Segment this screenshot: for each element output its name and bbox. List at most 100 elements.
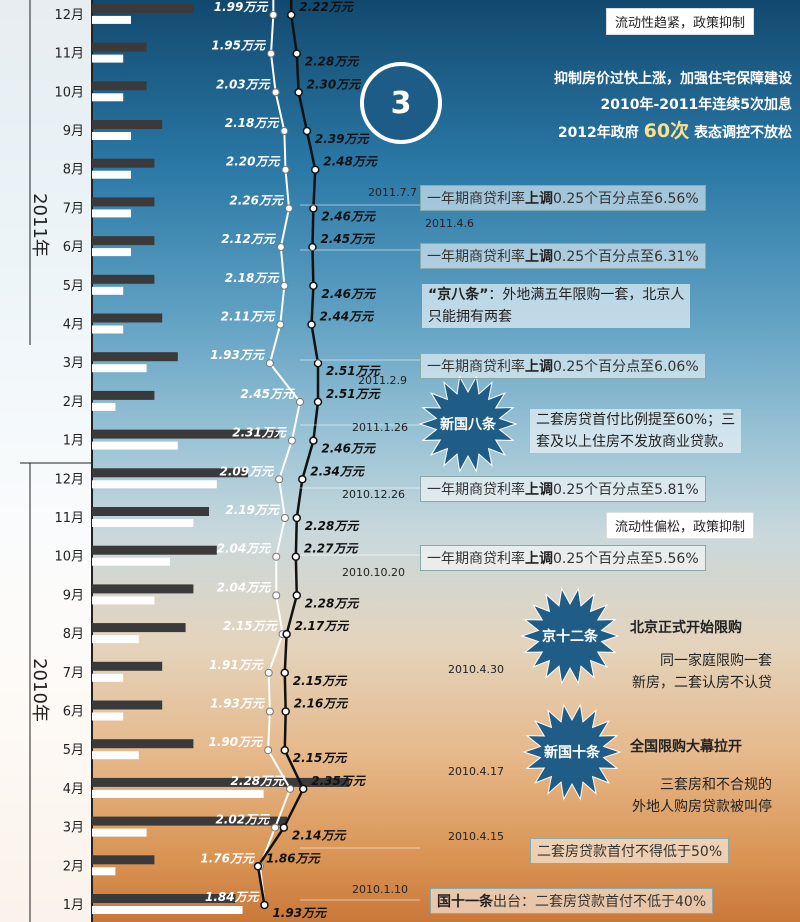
bar-dark: [92, 777, 350, 787]
bar-dark: [92, 236, 155, 246]
data-label-light: 2.20万元: [226, 155, 282, 169]
point-light: [269, 10, 278, 19]
data-label-light: 1.95万元: [211, 39, 267, 53]
data-label-light: 2.26万元: [229, 193, 285, 207]
bar-light: [92, 441, 178, 450]
event-text: 一年期商贷利率: [427, 482, 525, 498]
event-date: 2010.12.26: [342, 488, 405, 501]
event-text: 一年期商贷利率: [427, 359, 525, 375]
bar-dark: [92, 274, 155, 284]
note-xin10-line: 三套房和不合规的: [660, 777, 772, 793]
point-dark: [286, 10, 296, 20]
bar-light: [92, 170, 131, 179]
event-date: 2010.10.20: [342, 566, 405, 579]
note-xin8-line: 套及以上住房不发放商业贷款。: [536, 434, 732, 450]
event-text: 0.25个百分点至5.81%: [553, 482, 699, 498]
headline-block: 抑制房价过快上涨，加强住宅保障建设 2010年-2011年连续5次加息 2012…: [452, 66, 792, 146]
data-label-light: 2.03万元: [216, 77, 272, 91]
month-tick-label: 8月: [63, 627, 84, 642]
point-light: [276, 320, 285, 329]
data-label-light: 2.15万元: [223, 619, 279, 633]
month-tick-label: 4月: [63, 782, 84, 797]
point-dark: [309, 436, 318, 445]
bar-dark: [92, 816, 287, 826]
point-light: [286, 784, 295, 793]
data-label-dark: 2.15万元: [293, 674, 349, 688]
note-xin8-line: 二套房贷首付比例提至60%；三: [536, 412, 736, 428]
event-date: 2011.4.6: [425, 217, 474, 230]
data-label-light: 1.99万元: [214, 0, 270, 14]
point-dark: [298, 784, 308, 794]
data-label-light: 2.18万元: [225, 116, 281, 130]
note-jing12: 同一家庭限购一套 新房，二套认房不认贷: [540, 650, 772, 694]
event-text-bold: 上调: [525, 249, 553, 265]
data-label-light: 2.04万元: [217, 580, 273, 594]
event-text: 出台：二套房贷款首付不低于40%: [493, 894, 707, 910]
burst-xin8-label: 新国八条: [440, 416, 497, 433]
point-light: [275, 475, 284, 484]
event-text: 一年期商贷利率: [427, 551, 525, 567]
data-label-dark: 2.16万元: [294, 697, 350, 711]
data-label-light: 1.90万元: [209, 735, 265, 749]
point-dark: [307, 320, 316, 329]
bar-dark: [92, 42, 147, 52]
data-label-light: 2.18万元: [225, 271, 281, 285]
event-date: 2010.4.15: [448, 830, 504, 843]
data-label-dark: 2.27万元: [304, 542, 360, 556]
bar-light: [92, 673, 124, 682]
bar-light: [92, 209, 131, 218]
month-tick-label: 6月: [63, 705, 84, 720]
data-label-light: 2.19万元: [225, 503, 281, 517]
burst-jing12-label: 京十二条: [542, 628, 599, 645]
month-tick-label: 4月: [63, 318, 84, 333]
event-text: 0.25个百分点至6.31%: [553, 249, 699, 265]
event-text: 一年期商贷利率: [427, 191, 525, 207]
event-date: 2011.7.7: [368, 186, 417, 199]
bar-dark: [92, 855, 155, 865]
note-jing8-line: 只能拥有两套: [428, 309, 512, 325]
event-box: 国十一条出台：二套房贷款首付不低于40%: [430, 888, 714, 914]
headline-line3: 2012年政府 60次 表态调控不放松: [452, 118, 792, 146]
month-tick-label: 9月: [63, 588, 84, 603]
note-xin8: 二套房贷首付比例提至60%；三 套及以上住房不发放商业贷款。: [530, 409, 742, 453]
month-tick-label: 12月: [54, 8, 84, 23]
headline-line3-count: 60次: [643, 120, 690, 142]
note-xin10-line: 外地人购房贷款被叫停: [632, 799, 772, 815]
bar-light: [92, 557, 170, 566]
note-jing12-line: 同一家庭限购一套: [660, 653, 772, 669]
point-dark: [292, 591, 302, 600]
bar-dark: [92, 468, 248, 478]
data-label-dark: 2.39万元: [315, 132, 371, 146]
bar-dark: [92, 120, 163, 129]
point-dark: [281, 707, 290, 716]
point-dark: [292, 513, 302, 523]
bar-dark: [92, 507, 209, 516]
data-label-dark: 2.28万元: [305, 519, 361, 533]
month-tick-label: 2月: [63, 859, 84, 874]
event-text: 0.25个百分点至6.56%: [553, 191, 699, 207]
bar-light: [92, 712, 124, 721]
month-tick-label: 7月: [63, 666, 84, 681]
year-label: 2011年: [29, 193, 50, 257]
bar-light: [92, 596, 155, 605]
burst-xin10-shape: [522, 703, 622, 801]
point-light: [264, 668, 273, 677]
point-light: [280, 281, 289, 290]
event-date: 2011.2.9: [358, 374, 407, 387]
note-jing12-line: 新房，二套认房不认贷: [632, 675, 772, 691]
note-xin10: 三套房和不合规的 外地人购房贷款被叫停: [540, 774, 772, 818]
bar-light: [92, 54, 124, 63]
bar-dark: [92, 661, 163, 671]
point-light: [265, 707, 274, 716]
month-tick-label: 11月: [54, 47, 84, 62]
data-label-dark: 1.93万元: [272, 906, 328, 920]
bar-dark: [92, 81, 147, 91]
section-number-badge: 3: [360, 62, 442, 144]
event-text-bold: 上调: [525, 482, 553, 498]
bar-light: [92, 248, 131, 257]
data-label-dark: 2.35万元: [311, 774, 367, 788]
note-jing12-title: 北京正式开始限购: [630, 620, 742, 636]
point-light: [272, 552, 281, 561]
bar-light: [92, 93, 124, 102]
point-light: [284, 204, 293, 213]
